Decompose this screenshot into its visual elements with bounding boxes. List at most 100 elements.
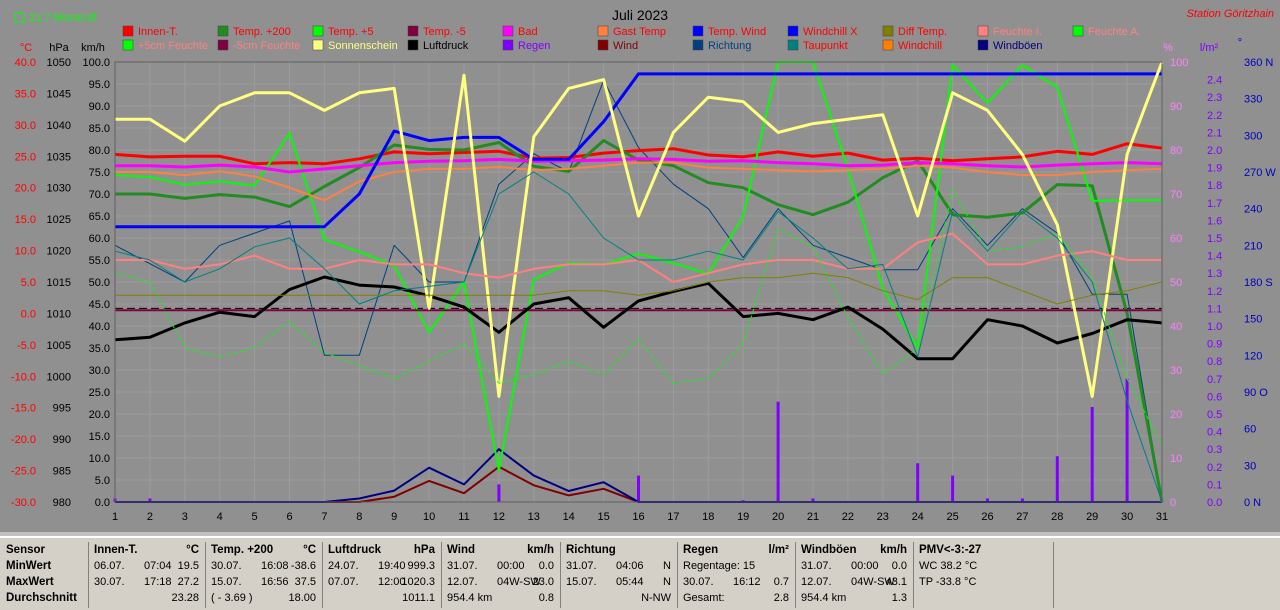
temp-tick: 20.0 [15, 183, 36, 195]
stat-row: 1011.1 [322, 592, 441, 608]
percent-tick: 80 [1170, 145, 1182, 157]
stat-time: 05:44 [616, 576, 644, 588]
legend-swatch [692, 25, 704, 37]
rain-tick: 1.7 [1207, 198, 1222, 210]
axis-unit-wind: km/h [81, 42, 105, 54]
legend-swatch [597, 39, 609, 51]
x-tick: 14 [563, 511, 575, 523]
rain-tick: 0.1 [1207, 479, 1222, 491]
wind-tick: 95.0 [89, 79, 110, 91]
legend-label: Temp. -5 [423, 26, 466, 38]
stat-row: 12.07. 04W-SW 43.1 [795, 576, 913, 592]
stat-column: Temp. +200 °C 30.07. 16:08 -38.6 15.07. 16:56 3… [205, 542, 323, 608]
row-label-min: MinWert [6, 560, 52, 572]
stat-date: 06.07. [94, 560, 125, 572]
stat-date: 954.4 km [801, 592, 847, 604]
stat-value: N [663, 576, 671, 588]
monthly-avg-label: 21.7 Monat-Ø [29, 12, 97, 24]
rain-bar [986, 498, 989, 502]
x-tick: 19 [737, 511, 749, 523]
percent-tick: 30 [1170, 365, 1182, 377]
stat-value: 37.5 [294, 576, 316, 588]
stat-time: 16:08 [261, 560, 289, 572]
direction-tick: 60 [1244, 424, 1256, 436]
pressure-tick: 1000 [47, 371, 71, 383]
x-tick: 13 [528, 511, 540, 523]
temp-tick: -5.0 [17, 340, 36, 352]
x-tick: 18 [702, 511, 714, 523]
stat-value: N-NW [641, 592, 671, 604]
pressure-tick: 995 [53, 403, 71, 415]
stat-title: Luftdruck [328, 544, 382, 556]
legend-label: Regen [518, 40, 550, 52]
weather-chart: Juli 2023 Station Göritzhain 21.7 Monat-Ø I… [11, 7, 1276, 523]
legend-label: Innen-T. [138, 26, 178, 38]
direction-tick: 150 [1244, 314, 1262, 326]
rain-tick: 1.9 [1207, 163, 1222, 175]
temp-tick: 5.0 [21, 277, 36, 289]
percent-tick: 100 [1170, 57, 1188, 69]
stat-time: 04:06 [616, 560, 644, 572]
x-tick: 24 [912, 511, 924, 523]
rain-bar [1055, 456, 1059, 502]
legend-swatch [502, 39, 514, 51]
stat-unit: km/h [527, 544, 554, 556]
stat-value: N [663, 560, 671, 572]
stat-title: Temp. +200 [211, 544, 274, 556]
axis-unit-rain: l/m² [1200, 42, 1219, 54]
wind-tick: 25.0 [89, 387, 110, 399]
stat-date: TP -33.8 °C [919, 576, 977, 588]
stat-value: 18.00 [288, 592, 316, 604]
legend-swatch [882, 25, 894, 37]
legend-label: Taupunkt [803, 40, 848, 52]
x-tick: 16 [632, 511, 644, 523]
stat-row: 30.07. 16:08 -38.6 [205, 560, 322, 576]
rain-bar [148, 498, 152, 502]
stat-title: Richtung [566, 544, 616, 556]
stat-time: 16:56 [261, 576, 289, 588]
stat-row: 24.07. 19:40 999.3 [322, 560, 441, 576]
stat-date: Regentage: 15 [683, 560, 756, 572]
stat-unit: °C [303, 544, 316, 556]
direction-tick: 360 N [1244, 57, 1273, 69]
row-label-sensor: Sensor [6, 544, 45, 556]
stat-date: 15.07. [566, 576, 597, 588]
stat-date: 15.07. [211, 576, 242, 588]
stat-value: 0.0 [538, 560, 554, 572]
stat-time: 00:00 [497, 560, 525, 572]
legend-label: Feuchte I. [993, 26, 1042, 38]
wind-tick: 35.0 [89, 343, 110, 355]
rain-tick: 0.4 [1207, 427, 1222, 439]
x-tick: 2 [147, 511, 153, 523]
stat-value: 1.3 [891, 592, 907, 604]
stat-unit: hPa [413, 544, 435, 556]
rain-tick: 1.2 [1207, 286, 1222, 298]
stat-row: 15.07. 16:56 37.5 [205, 576, 322, 592]
stat-time: 17:18 [144, 576, 172, 588]
rain-tick: 1.6 [1207, 215, 1222, 227]
series-line-difftemp [115, 272, 1163, 305]
wind-tick: 30.0 [89, 365, 110, 377]
pressure-tick: 985 [53, 466, 71, 478]
stat-time: 16:12 [733, 576, 761, 588]
stat-row: 30.07. 16:12 0.7 [677, 576, 795, 592]
legend-swatch [217, 39, 229, 51]
rain-bar [916, 463, 920, 502]
monthly-avg-box [14, 12, 25, 23]
wind-tick: 45.0 [89, 299, 110, 311]
stat-date: ( - 3.69 ) [211, 592, 253, 604]
temp-tick: 35.0 [15, 88, 36, 100]
stat-row: 31.07. 00:00 0.0 [441, 560, 560, 576]
stat-unit: l/m² [768, 544, 789, 556]
wind-tick: 50.0 [89, 277, 110, 289]
temp-tick: -25.0 [11, 466, 36, 478]
stat-time: 19:40 [378, 560, 406, 572]
stat-value: 999.3 [407, 560, 435, 572]
x-tick: 15 [597, 511, 609, 523]
stat-row: 954.4 km 1.3 [795, 592, 913, 608]
x-tick: 3 [182, 511, 188, 523]
rain-tick: 2.2 [1207, 110, 1222, 122]
percent-tick: 40 [1170, 321, 1182, 333]
percent-tick: 60 [1170, 233, 1182, 245]
x-tick: 30 [1121, 511, 1133, 523]
